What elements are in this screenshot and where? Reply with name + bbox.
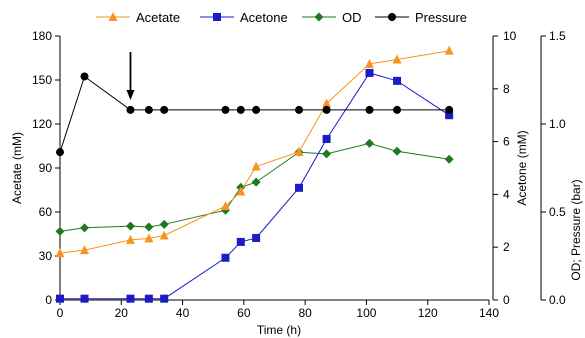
x-tick-label: 60 [237,306,251,320]
data-point-acetate [220,201,230,211]
data-point-acetate [322,98,332,108]
x-tick-label: 100 [356,306,376,320]
data-point-od [392,146,402,156]
data-point-acetate [55,248,65,258]
data-point-acetone [80,294,89,303]
data-point-acetate [392,54,402,64]
legend-item-od: OD [302,10,362,25]
y-tick-label-acetone: 2 [503,240,510,254]
data-point-acetone [160,294,169,303]
data-point-acetone [221,253,230,262]
y-tick-label-od: 0.0 [549,293,566,307]
y-tick-label-od: 0.5 [549,205,566,219]
legend-label-pressure: Pressure [415,10,467,25]
y-tick-label-left: 150 [32,73,52,87]
data-point-pressure [221,105,230,114]
data-point-od [159,219,169,229]
annotation-arrow-head [126,90,135,100]
data-point-acetate [159,230,169,240]
data-point-acetate [144,233,154,243]
data-point-acetone [322,134,331,143]
data-point-acetone [445,111,454,120]
legend: Acetate Acetone OD Pressure [96,10,467,25]
data-point-pressure [236,105,245,114]
data-point-od [322,149,332,159]
data-point-pressure [56,148,64,157]
data-point-pressure [445,105,454,114]
x-tick-label: 20 [115,306,129,320]
data-point-acetone [252,233,261,242]
legend-marker-od [314,12,324,22]
y-tick-label-acetone: 4 [503,187,510,201]
legend-label-od: OD [342,10,362,25]
data-point-acetone [126,294,135,303]
data-point-acetone [393,76,402,85]
x-tick-label: 40 [176,306,190,320]
legend-marker-acetone [213,13,221,21]
data-point-pressure [295,105,304,114]
data-point-pressure [393,105,402,114]
x-axis-label: Time (h) [257,323,301,337]
data-point-acetate [125,234,135,244]
data-point-pressure [322,105,331,114]
legend-item-pressure: Pressure [375,10,467,25]
series-line-od [59,142,450,232]
data-point-od [144,222,154,232]
data-point-acetate [444,45,454,55]
data-point-acetone [144,294,153,303]
y-tick-label-od: 1.5 [549,29,566,43]
x-tick-label: 120 [418,306,438,320]
legend-marker-acetate [108,12,118,21]
y-axis-label-acetate: Acetate (mM) [10,132,24,204]
data-point-pressure [126,105,135,114]
data-point-acetate [251,161,261,171]
y-axis-label-od-pressure: OD; Pressure (bar) [569,179,583,280]
data-point-od [251,177,261,187]
legend-item-acetone: Acetone [200,10,288,25]
data-point-od [55,226,65,236]
series-layer [55,45,454,303]
data-point-acetate [294,146,304,156]
y-tick-label-acetone: 10 [503,29,517,43]
data-point-acetone [56,294,64,303]
y-tick-label-left: 180 [32,29,52,43]
data-point-pressure [144,105,153,114]
data-point-acetone [236,237,245,246]
data-point-acetate [364,58,374,68]
legend-item-acetate: Acetate [96,10,180,25]
data-point-od [125,221,135,231]
data-point-od [80,223,90,233]
y-tick-label-left: 30 [39,249,53,263]
x-tick-label: 80 [298,306,312,320]
y-tick-label-acetone: 8 [503,82,510,96]
x-tick-label: 140 [479,306,499,320]
data-point-od [444,154,454,164]
y-tick-label-left: 120 [32,117,52,131]
data-point-acetone [295,183,304,192]
legend-label-acetone: Acetone [240,10,288,25]
y-tick-label-left: 60 [39,205,53,219]
x-tick-label: 0 [57,306,64,320]
y-tick-label-left: 90 [39,161,53,175]
y-tick-label-acetone: 6 [503,135,510,149]
legend-marker-pressure [388,13,396,21]
data-point-acetate [236,186,246,196]
legend-label-acetate: Acetate [136,10,180,25]
y-tick-label-od: 1.0 [549,117,566,131]
data-point-pressure [80,72,89,81]
axes-layer: 0 20 40 60 80 100 120 140 0 30 60 90 120 150 180 0 2 4 6 8 1… [32,29,566,320]
data-point-acetate [80,245,90,255]
y-axis-label-acetone: Acetone (mM) [515,130,529,205]
data-point-acetone [365,68,374,77]
y-tick-label-left: 0 [45,293,52,307]
series-line-pressure [59,75,450,153]
data-point-pressure [365,105,374,114]
y-tick-label-acetone: 0 [503,293,510,307]
data-point-od [364,138,374,148]
series-line-acetate [59,50,450,254]
data-point-pressure [160,105,169,114]
data-point-pressure [252,105,261,114]
